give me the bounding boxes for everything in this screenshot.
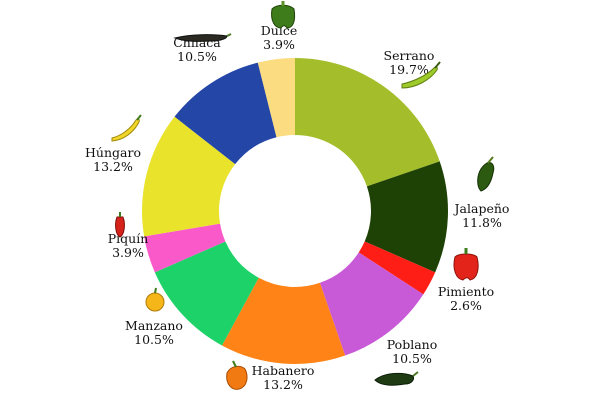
slice-value-hungaro: 13.2% <box>93 159 133 174</box>
slice-label-pimiento: Pimiento <box>438 284 494 299</box>
slice-habanero <box>222 277 346 364</box>
slice-label-habanero: Habanero <box>252 363 315 378</box>
chilaca-icon <box>173 33 232 42</box>
slice-poblano <box>319 252 424 356</box>
slice-value-habanero: 13.2% <box>263 377 303 392</box>
slice-label-hungaro: Húngaro <box>85 145 141 160</box>
slice-hungaro <box>142 116 236 237</box>
green-bell-pepper-icon <box>271 1 296 29</box>
green-chili-icon <box>401 61 441 89</box>
hungarian-pepper-icon <box>111 114 142 142</box>
slice-label-jalapeno: Jalapeño <box>453 201 510 216</box>
slice-label-serrano: Serrano <box>384 48 435 63</box>
slice-value-serrano: 19.7% <box>389 62 429 77</box>
red-bell-pepper-icon <box>453 248 479 281</box>
jalapeno-icon <box>477 156 495 192</box>
slice-value-dulce: 3.9% <box>263 37 295 52</box>
slice-jalapeno <box>364 161 448 273</box>
slice-dulce <box>257 58 295 138</box>
slice-manzano <box>154 241 259 346</box>
slice-label-piquin: Piquín <box>108 231 149 246</box>
slice-value-poblano: 10.5% <box>392 351 432 366</box>
slice-serrano <box>295 58 440 187</box>
slice-value-chilaca: 10.5% <box>177 49 217 64</box>
pepper-icons <box>111 1 495 390</box>
manzano-icon <box>145 287 165 312</box>
poblano-icon <box>374 371 419 386</box>
slice-value-piquin: 3.9% <box>112 245 144 260</box>
habanero-icon <box>226 360 248 390</box>
slice-value-jalapeno: 11.8% <box>462 215 502 230</box>
slice-value-pimiento: 2.6% <box>450 298 482 313</box>
slice-chilaca <box>174 62 277 165</box>
piquin-icon <box>115 212 125 238</box>
slice-piquin <box>144 223 226 273</box>
slice-label-manzano: Manzano <box>125 318 183 333</box>
slice-label-poblano: Poblano <box>387 337 437 352</box>
slice-value-manzano: 10.5% <box>134 332 174 347</box>
slices <box>142 58 448 364</box>
slice-pimiento <box>358 241 436 295</box>
